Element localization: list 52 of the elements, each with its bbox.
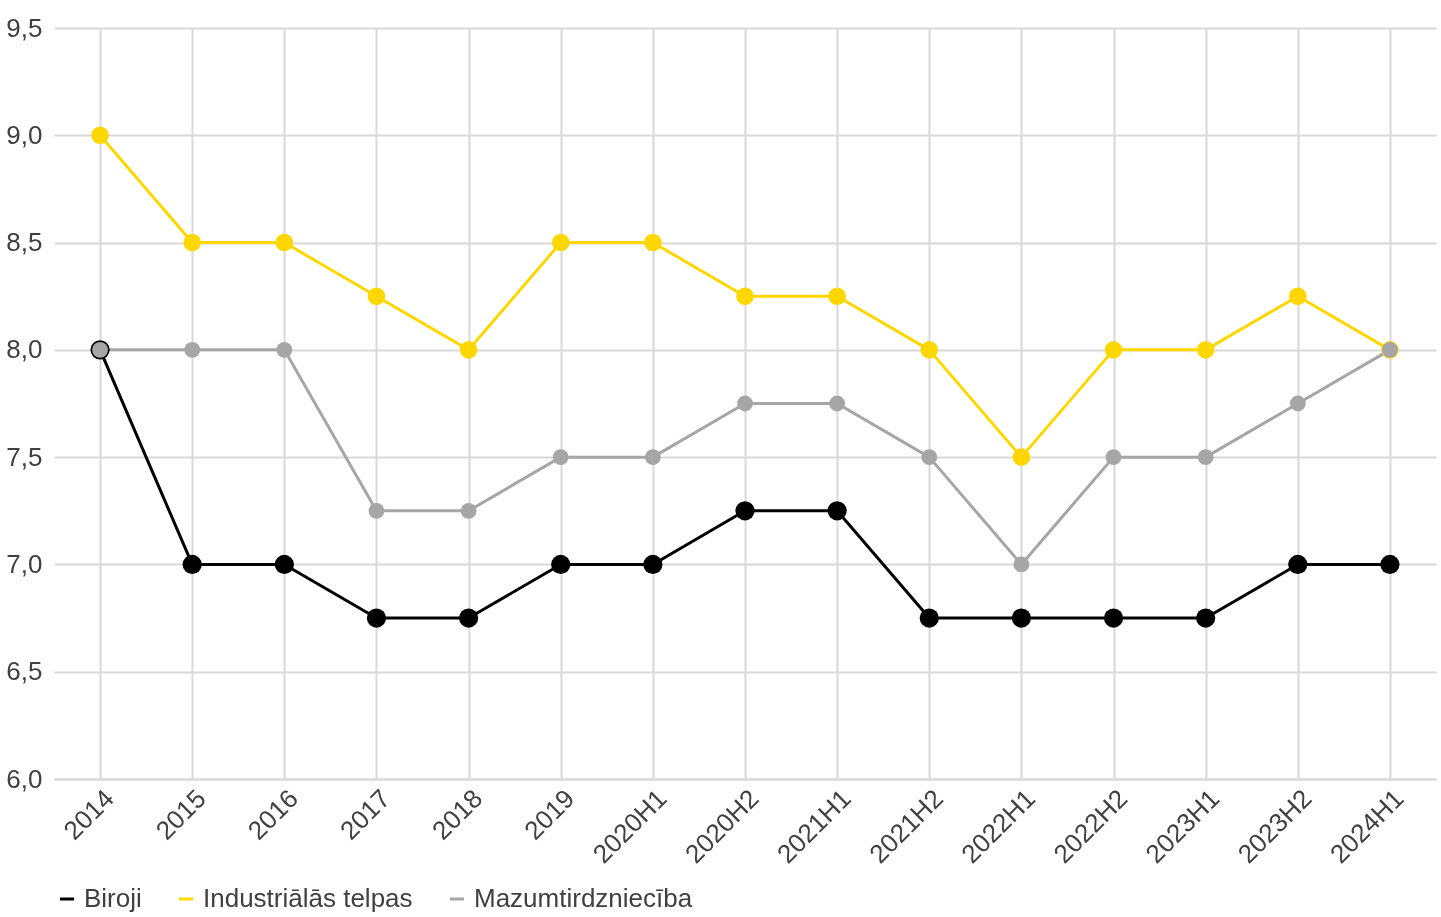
point (1196, 341, 1215, 359)
point (1012, 448, 1031, 466)
point (919, 608, 939, 628)
point (275, 233, 294, 252)
point (644, 449, 661, 466)
y-tick-label: 9,0 (6, 119, 43, 150)
point (644, 233, 662, 252)
legend-label: Biroji (84, 883, 142, 913)
point (1289, 395, 1306, 412)
point (737, 395, 753, 412)
point (183, 233, 201, 252)
point (1197, 449, 1214, 466)
y-tick-label: 8,5 (6, 227, 43, 258)
y-tick-label: 8,0 (6, 334, 43, 365)
point (182, 554, 202, 575)
point (643, 554, 663, 575)
point (368, 502, 385, 519)
point (828, 287, 846, 305)
point (1013, 556, 1030, 573)
point (921, 449, 938, 466)
y-tick-label: 9,5 (6, 12, 43, 43)
point (460, 502, 477, 519)
point (920, 341, 939, 359)
point (276, 341, 293, 358)
point (1104, 341, 1123, 359)
point (458, 608, 479, 628)
point (1103, 608, 1124, 628)
point (184, 341, 201, 358)
point (827, 501, 847, 521)
point (551, 233, 570, 252)
point (1196, 608, 1216, 628)
point (366, 608, 387, 628)
point (459, 341, 478, 359)
point (1380, 554, 1400, 575)
point (551, 554, 571, 575)
point (1011, 608, 1032, 628)
legend-label: Mazumtirdzniecība (474, 883, 693, 913)
y-tick-label: 6,5 (6, 656, 43, 687)
point (1289, 287, 1307, 305)
point (552, 449, 569, 466)
point (829, 395, 846, 412)
point (1288, 554, 1308, 575)
point (1105, 449, 1122, 466)
y-tick-label: 6,0 (6, 763, 43, 794)
y-tick-label: 7,5 (6, 441, 43, 472)
legend-label: Industriālās telpas (203, 883, 413, 913)
point (736, 287, 754, 305)
y-tick-label: 7,0 (6, 548, 43, 579)
point (367, 287, 386, 305)
point (274, 554, 294, 575)
point (735, 501, 755, 521)
point (91, 126, 109, 145)
